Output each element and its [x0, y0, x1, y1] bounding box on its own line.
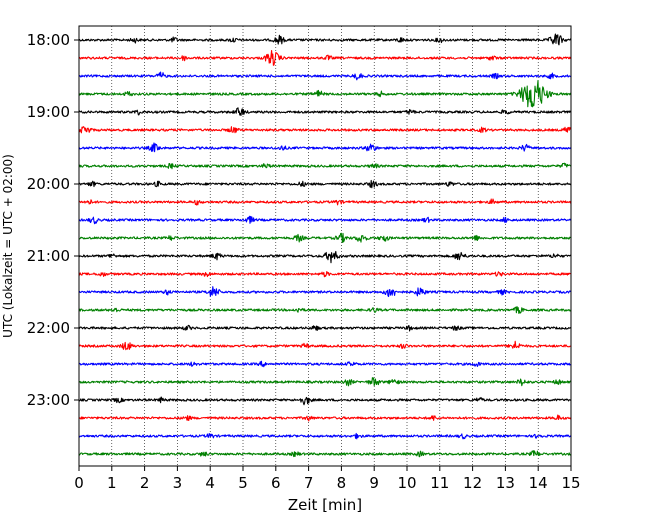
trace-2330 [78, 432, 572, 440]
x-tick-label-0: 0 [74, 474, 84, 492]
x-tick-label-9: 9 [369, 474, 379, 492]
x-axis-label: Zeit [min] [288, 496, 362, 514]
y-tick-label-3: 21:00 [27, 247, 70, 265]
trace-2000 [78, 179, 572, 189]
trace-1915 [78, 126, 572, 134]
x-tick-label-11: 11 [430, 474, 449, 492]
x-tick-label-4: 4 [205, 474, 215, 492]
x-tick-label-3: 3 [173, 474, 183, 492]
trace-2115 [78, 271, 572, 278]
trace-2300 [78, 396, 572, 406]
trace-1815 [78, 49, 572, 66]
x-tick-label-13: 13 [496, 474, 515, 492]
trace-1930 [78, 142, 572, 153]
plot-frame [78, 25, 572, 467]
y-axis-label: UTC (Lokalzeit = UTC + 02:00) [1, 154, 15, 338]
y-tick-label-0: 18:00 [27, 31, 70, 49]
x-tick-label-14: 14 [529, 474, 548, 492]
x-tick-label-10: 10 [397, 474, 416, 492]
y-axis-ticks: 18:00 19:00 20:00 21:00 22:00 23:00 [27, 31, 79, 409]
y-tick-label-5: 23:00 [27, 391, 70, 409]
trace-1945 [78, 162, 572, 170]
trace-2230 [78, 360, 572, 368]
trace-2100 [78, 250, 572, 264]
trace-2030 [78, 215, 572, 225]
y-tick-label-1: 19:00 [27, 103, 70, 121]
x-tick-label-1: 1 [107, 474, 117, 492]
trace-2045 [78, 232, 572, 244]
vertical-grid [111, 26, 539, 466]
y-tick-label-4: 22:00 [27, 319, 70, 337]
trace-1900 [78, 107, 572, 117]
trace-2130 [78, 286, 572, 298]
x-tick-label-7: 7 [304, 474, 314, 492]
x-tick-label-2: 2 [140, 474, 150, 492]
x-axis-ticks: 0 1 2 3 4 5 6 7 8 9 10 11 12 13 14 15 [74, 466, 581, 492]
x-tick-label-6: 6 [271, 474, 281, 492]
y-tick-label-2: 20:00 [27, 175, 70, 193]
trace-2200 [78, 324, 572, 332]
trace-1845 [78, 79, 572, 108]
x-tick-label-8: 8 [337, 474, 347, 492]
x-tick-label-5: 5 [238, 474, 248, 492]
trace-2145 [78, 306, 572, 314]
trace-2245 [78, 377, 572, 387]
trace-2345 [78, 450, 572, 458]
trace-2215 [78, 340, 572, 351]
x-tick-label-12: 12 [463, 474, 482, 492]
x-tick-label-15: 15 [561, 474, 580, 492]
trace-1830 [78, 71, 572, 81]
plot-area [79, 26, 571, 466]
seismogram-traces [78, 33, 572, 458]
trace-2315 [78, 414, 572, 422]
trace-2015 [78, 198, 572, 206]
trace-1800 [78, 33, 572, 46]
